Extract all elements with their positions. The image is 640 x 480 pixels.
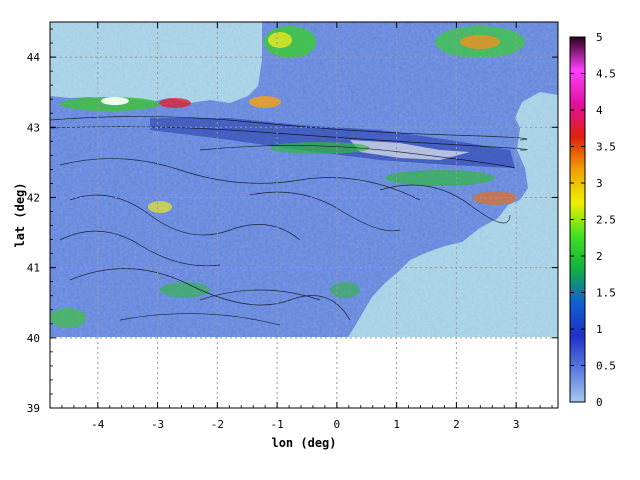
map-layer [50, 22, 558, 337]
y-axis-title: lat (deg) [13, 182, 27, 247]
y-tick-label: 41 [27, 262, 40, 275]
x-tick-label: 3 [513, 418, 520, 431]
hotspots [50, 26, 525, 328]
colorbar-tick-label: 1.5 [596, 287, 616, 300]
y-axis: 39 40 41 42 43 44 [27, 28, 558, 415]
colorbar-tick-label: 5 [596, 31, 603, 44]
grid-lines [50, 22, 558, 409]
colorbar-fill [570, 37, 585, 402]
colorbar-tick-label: 1 [596, 323, 603, 336]
x-tick-label: 1 [393, 418, 400, 431]
x-tick-label: -3 [151, 418, 164, 431]
x-axis-title: lon (deg) [271, 436, 336, 450]
colorbar: 0 0.5 1 1.5 2 2.5 3 3.5 4 4.5 5 [569, 31, 616, 409]
x-tick-label: -2 [211, 418, 224, 431]
colorbar-tick-label: 3.5 [596, 141, 616, 154]
plot-border [49, 21, 559, 409]
x-tick-label: -4 [91, 418, 105, 431]
pyrenees-snow [350, 140, 470, 160]
contours [50, 116, 528, 326]
colorbar-ticks: 0 0.5 1 1.5 2 2.5 3 3.5 4 4.5 5 [570, 31, 616, 409]
colorbar-tick-label: 2.5 [596, 214, 616, 227]
colorbar-tick-label: 3 [596, 177, 603, 190]
y-tick-label: 42 [27, 191, 40, 204]
x-tick-label: 2 [453, 418, 460, 431]
colorbar-tick-label: 0.5 [596, 360, 616, 373]
colorbar-tick-label: 2 [596, 250, 603, 263]
x-axis: -4 -3 -2 -1 0 1 2 3 [49, 22, 553, 431]
colorbar-tick-label: 4.5 [596, 68, 616, 81]
y-tick-label: 40 [27, 332, 40, 345]
y-tick-label: 43 [27, 121, 40, 134]
y-tick-label: 44 [27, 51, 41, 64]
x-tick-label: 0 [334, 418, 341, 431]
colorbar-tick-label: 4 [596, 104, 603, 117]
y-tick-label: 39 [27, 402, 40, 415]
x-tick-label: -1 [270, 418, 283, 431]
colorbar-tick-label: 0 [596, 396, 603, 409]
